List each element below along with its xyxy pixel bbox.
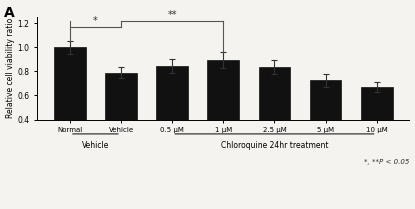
Bar [361,87,393,168]
Text: *: * [93,16,98,26]
Y-axis label: Relative cell viability ratio: Relative cell viability ratio [5,18,15,119]
Bar [54,47,86,168]
Text: Chloroquine 24hr treatment: Chloroquine 24hr treatment [221,141,328,150]
Bar [259,67,290,168]
Text: A: A [4,6,15,20]
Text: Vehicle: Vehicle [82,141,109,150]
Text: **: ** [167,10,177,20]
Bar [310,80,342,168]
Text: *, **P < 0.05: *, **P < 0.05 [364,158,410,164]
Bar [156,66,188,168]
Bar [105,73,137,168]
Bar [208,60,239,168]
